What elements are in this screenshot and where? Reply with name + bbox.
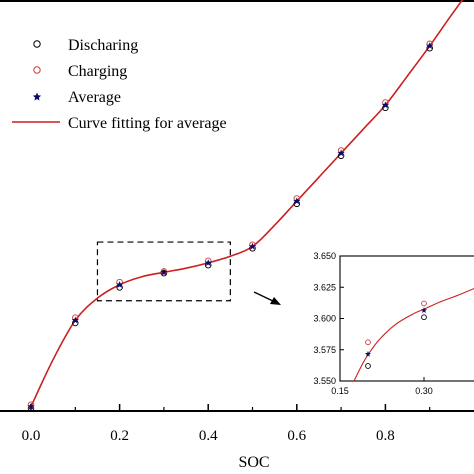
x-axis-ticks: [30, 404, 431, 411]
legend-label-discharing: Discharing: [68, 37, 138, 54]
inset-data-points: [364, 300, 428, 369]
inset-y-tick-label: 3.650: [313, 251, 336, 261]
point-average: [426, 42, 434, 49]
legend-marker-average: [32, 92, 42, 101]
point-average: [204, 259, 212, 266]
x-tick-label: 0.2: [110, 428, 129, 444]
x-tick-label: 0.8: [376, 428, 395, 444]
zoom-box: [96, 241, 231, 302]
point-average: [71, 316, 79, 324]
legend-label-charging: Charging: [68, 63, 127, 80]
inset-x-tick-label: 0.30: [415, 386, 433, 396]
point-average: [364, 350, 372, 357]
inset-y-tick-label: 3.600: [313, 314, 336, 324]
inset-tick-labels: 3.550 3.575 3.600 3.625 3.650 0.15 0.30: [313, 251, 432, 396]
point-average: [381, 101, 390, 109]
point-charging: [365, 339, 371, 346]
point-average: [27, 402, 35, 410]
inset-chart: 3.550 3.575 3.600 3.625 3.650 0.15 0.30: [313, 251, 474, 396]
point-average: [160, 268, 168, 276]
x-axis-tick-labels: 0.0 0.2 0.4 0.6 0.8: [22, 428, 395, 444]
inset-fit-curve-line: [353, 287, 474, 382]
legend-item-average: Average: [32, 89, 121, 106]
point-average: [337, 149, 345, 157]
point-discharing: [365, 363, 371, 369]
point-average: [420, 307, 428, 313]
point-discharing: [421, 314, 427, 321]
point-average: [293, 197, 301, 205]
legend-marker-charging: [33, 66, 41, 74]
inset-y-tick-label: 3.625: [313, 282, 336, 292]
legend-item-charging: Charging: [33, 63, 127, 80]
legend: Discharing Charging Average Curve fittin…: [12, 37, 227, 132]
legend-item-curve-fitting: Curve fitting for average: [12, 115, 227, 132]
inset-y-tick-label: 3.550: [313, 376, 336, 386]
zoom-arrow: [253, 291, 281, 305]
inset-y-tick-label: 3.575: [313, 345, 336, 355]
point-charging: [421, 300, 427, 307]
legend-item-discharing: Discharing: [33, 37, 138, 54]
inset-frame: [339, 255, 474, 382]
x-tick-label: 0.6: [287, 428, 306, 444]
inset-axis-ticks: [339, 255, 425, 382]
legend-marker-discharing: [33, 40, 41, 48]
legend-label-average: Average: [68, 89, 121, 106]
main-plot-frame: [0, 0, 474, 412]
main-data-points: [27, 40, 434, 412]
x-tick-label: 0.4: [199, 428, 218, 444]
x-tick-label: 0.0: [22, 428, 41, 444]
legend-label-curve-fitting: Curve fitting for average: [68, 115, 227, 132]
x-axis-title: SOC: [238, 454, 269, 471]
point-average: [248, 242, 257, 250]
inset-x-tick-label: 0.15: [331, 386, 349, 396]
point-average: [115, 280, 124, 288]
